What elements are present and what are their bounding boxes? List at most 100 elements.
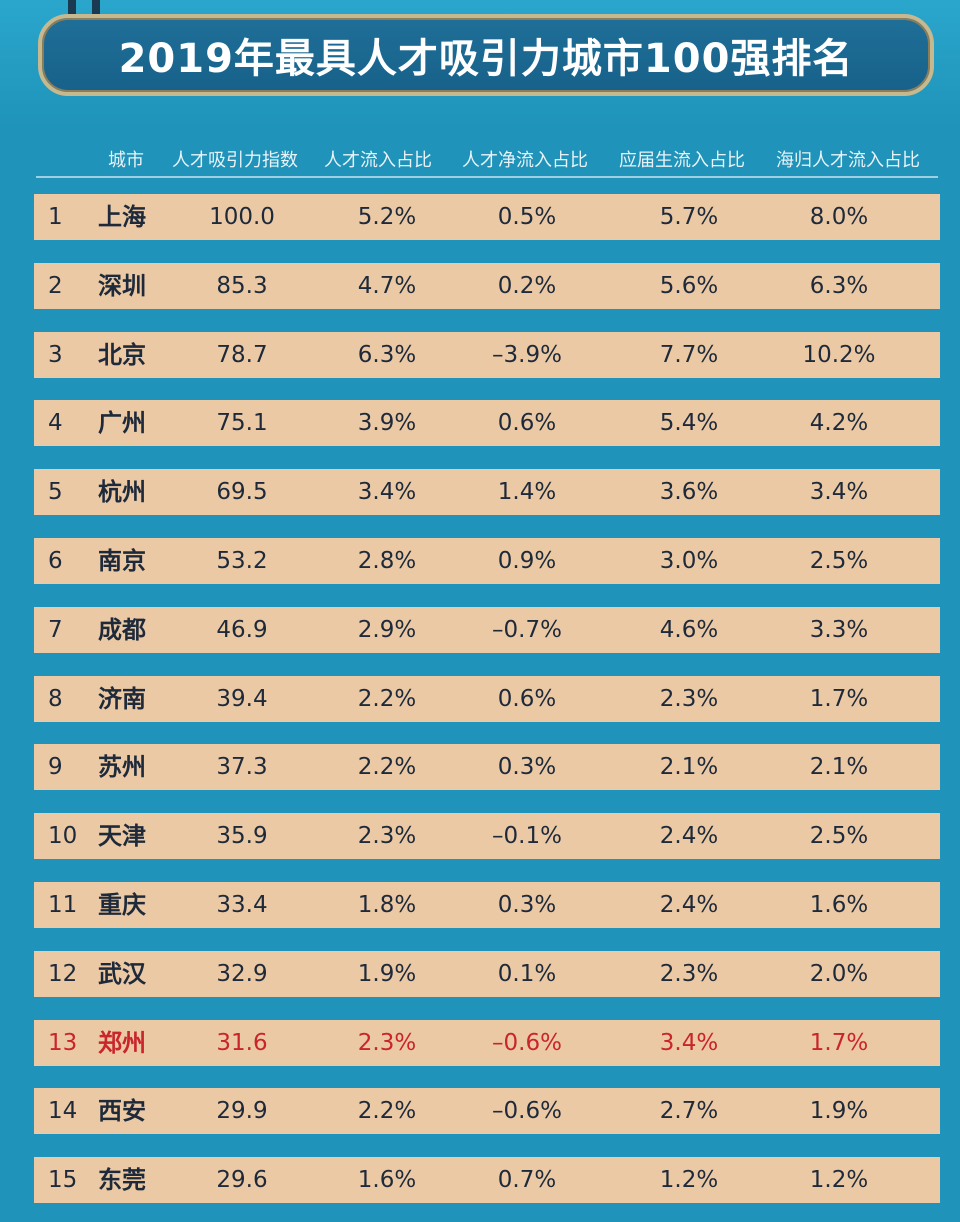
cell-returnee-inflow-share: 1.9%	[809, 1098, 869, 1125]
cell-net-inflow-share: –0.7%	[492, 616, 562, 643]
table-row: 8 济南 39.4 2.2% 0.6% 2.3% 1.7%	[34, 675, 940, 722]
cell-inflow-share: 3.9%	[357, 410, 417, 437]
cell-city: 杭州	[98, 478, 146, 507]
cell-inflow-share: 2.2%	[357, 685, 417, 712]
cell-inflow-share: 1.6%	[357, 1167, 417, 1194]
table-row: 13 郑州 31.6 2.3% –0.6% 3.4% 1.7%	[34, 1019, 940, 1066]
cell-city: 成都	[98, 615, 146, 644]
cell-rank: 10	[48, 823, 78, 850]
cell-returnee-inflow-share: 3.4%	[809, 479, 869, 506]
cell-net-inflow-share: –3.9%	[492, 341, 562, 368]
cell-returnee-inflow-share: 4.2%	[809, 410, 869, 437]
cell-rank: 9	[48, 754, 63, 781]
cell-rank: 1	[48, 204, 63, 230]
table-row: 9 苏州 37.3 2.2% 0.3% 2.1% 2.1%	[34, 744, 940, 791]
cell-talent-index: 53.2	[216, 548, 268, 574]
cell-rank: 12	[48, 960, 78, 987]
cell-talent-index: 33.4	[216, 892, 268, 918]
cell-talent-index: 37.3	[216, 754, 268, 781]
table-row: 15 东莞 29.6 1.6% 0.7% 1.2% 1.2%	[34, 1157, 940, 1204]
cell-returnee-inflow-share: 1.7%	[809, 1029, 869, 1056]
cell-graduate-inflow-share: 7.7%	[659, 341, 719, 368]
cell-inflow-share: 5.2%	[357, 204, 417, 230]
table-row: 7 成都 46.9 2.9% –0.7% 4.6% 3.3%	[34, 606, 940, 653]
cell-graduate-inflow-share: 2.4%	[659, 892, 719, 918]
column-header-returnee-inflow: 海归人才流入占比	[776, 150, 920, 171]
cell-rank: 8	[48, 685, 63, 712]
cell-inflow-share: 6.3%	[357, 341, 417, 368]
cell-graduate-inflow-share: 2.1%	[659, 754, 719, 781]
cell-rank: 3	[48, 341, 63, 368]
cell-net-inflow-share: 0.6%	[497, 410, 557, 437]
cell-returnee-inflow-share: 2.5%	[809, 823, 869, 850]
cell-inflow-share: 2.2%	[357, 754, 417, 781]
cell-graduate-inflow-share: 3.0%	[659, 548, 719, 574]
cell-talent-index: 35.9	[216, 823, 268, 850]
cell-city: 北京	[98, 340, 146, 369]
cell-returnee-inflow-share: 2.5%	[809, 548, 869, 574]
cell-inflow-share: 2.3%	[357, 1029, 417, 1056]
cell-city: 重庆	[98, 891, 146, 919]
cell-returnee-inflow-share: 2.0%	[809, 960, 869, 987]
table-header: 城市 人才吸引力指数 人才流入占比 人才净流入占比 应届生流入占比 海归人才流入…	[34, 138, 940, 178]
cell-returnee-inflow-share: 1.6%	[809, 892, 869, 918]
cell-net-inflow-share: 0.2%	[497, 272, 557, 299]
table-row: 4 广州 75.1 3.9% 0.6% 5.4% 4.2%	[34, 400, 940, 447]
cell-net-inflow-share: 0.9%	[497, 548, 557, 574]
cell-net-inflow-share: –0.6%	[492, 1098, 562, 1125]
cell-graduate-inflow-share: 2.3%	[659, 960, 719, 987]
table-row: 6 南京 53.2 2.8% 0.9% 3.0% 2.5%	[34, 538, 940, 584]
column-header-index: 人才吸引力指数	[172, 150, 298, 171]
cell-rank: 5	[48, 479, 63, 506]
cell-net-inflow-share: 0.7%	[497, 1167, 557, 1194]
cell-inflow-share: 3.4%	[357, 479, 417, 506]
table-row: 2 深圳 85.3 4.7% 0.2% 5.6% 6.3%	[34, 262, 940, 309]
cell-net-inflow-share: –0.6%	[492, 1029, 562, 1056]
cell-returnee-inflow-share: 8.0%	[809, 204, 869, 230]
cell-graduate-inflow-share: 5.4%	[659, 410, 719, 437]
table-row: 3 北京 78.7 6.3% –3.9% 7.7% 10.2%	[34, 331, 940, 378]
cell-rank: 7	[48, 616, 63, 643]
table-row: 1 上海 100.0 5.2% 0.5% 5.7% 8.0%	[34, 194, 940, 240]
table-row: 12 武汉 32.9 1.9% 0.1% 2.3% 2.0%	[34, 950, 940, 997]
cell-graduate-inflow-share: 5.7%	[659, 204, 719, 230]
cell-talent-index: 29.6	[216, 1167, 268, 1194]
cell-returnee-inflow-share: 10.2%	[802, 341, 876, 368]
title-banner: 2019年最具人才吸引力城市100强排名	[38, 14, 934, 96]
cell-net-inflow-share: 0.5%	[497, 204, 557, 230]
cell-rank: 11	[48, 892, 78, 918]
cell-graduate-inflow-share: 3.4%	[659, 1029, 719, 1056]
cell-talent-index: 32.9	[216, 960, 268, 987]
cell-inflow-share: 2.9%	[357, 616, 417, 643]
cell-city: 上海	[98, 203, 146, 231]
cell-rank: 6	[48, 548, 63, 574]
column-header-city: 城市	[108, 150, 144, 171]
cell-net-inflow-share: 0.6%	[497, 685, 557, 712]
table-row: 5 杭州 69.5 3.4% 1.4% 3.6% 3.4%	[34, 469, 940, 516]
header-divider	[36, 176, 938, 178]
table-row: 14 西安 29.9 2.2% –0.6% 2.7% 1.9%	[34, 1088, 940, 1135]
cell-talent-index: 78.7	[216, 341, 268, 368]
cell-city: 西安	[98, 1097, 146, 1126]
cell-rank: 2	[48, 272, 63, 299]
cell-city: 东莞	[98, 1166, 146, 1195]
cell-graduate-inflow-share: 4.6%	[659, 616, 719, 643]
cell-returnee-inflow-share: 2.1%	[809, 754, 869, 781]
cell-city: 苏州	[98, 753, 146, 782]
cell-graduate-inflow-share: 2.4%	[659, 823, 719, 850]
table-row: 11 重庆 33.4 1.8% 0.3% 2.4% 1.6%	[34, 882, 940, 928]
cell-talent-index: 75.1	[216, 410, 268, 437]
cell-graduate-inflow-share: 5.6%	[659, 272, 719, 299]
cell-city: 天津	[98, 822, 146, 851]
cell-inflow-share: 2.8%	[357, 548, 417, 574]
cell-talent-index: 31.6	[216, 1029, 268, 1056]
cell-graduate-inflow-share: 2.7%	[659, 1098, 719, 1125]
cell-inflow-share: 2.3%	[357, 823, 417, 850]
cell-talent-index: 39.4	[216, 685, 268, 712]
cell-net-inflow-share: –0.1%	[492, 823, 562, 850]
cell-rank: 14	[48, 1098, 78, 1125]
cell-inflow-share: 1.8%	[357, 892, 417, 918]
cell-inflow-share: 4.7%	[357, 272, 417, 299]
cell-graduate-inflow-share: 1.2%	[659, 1167, 719, 1194]
cell-talent-index: 69.5	[216, 479, 268, 506]
